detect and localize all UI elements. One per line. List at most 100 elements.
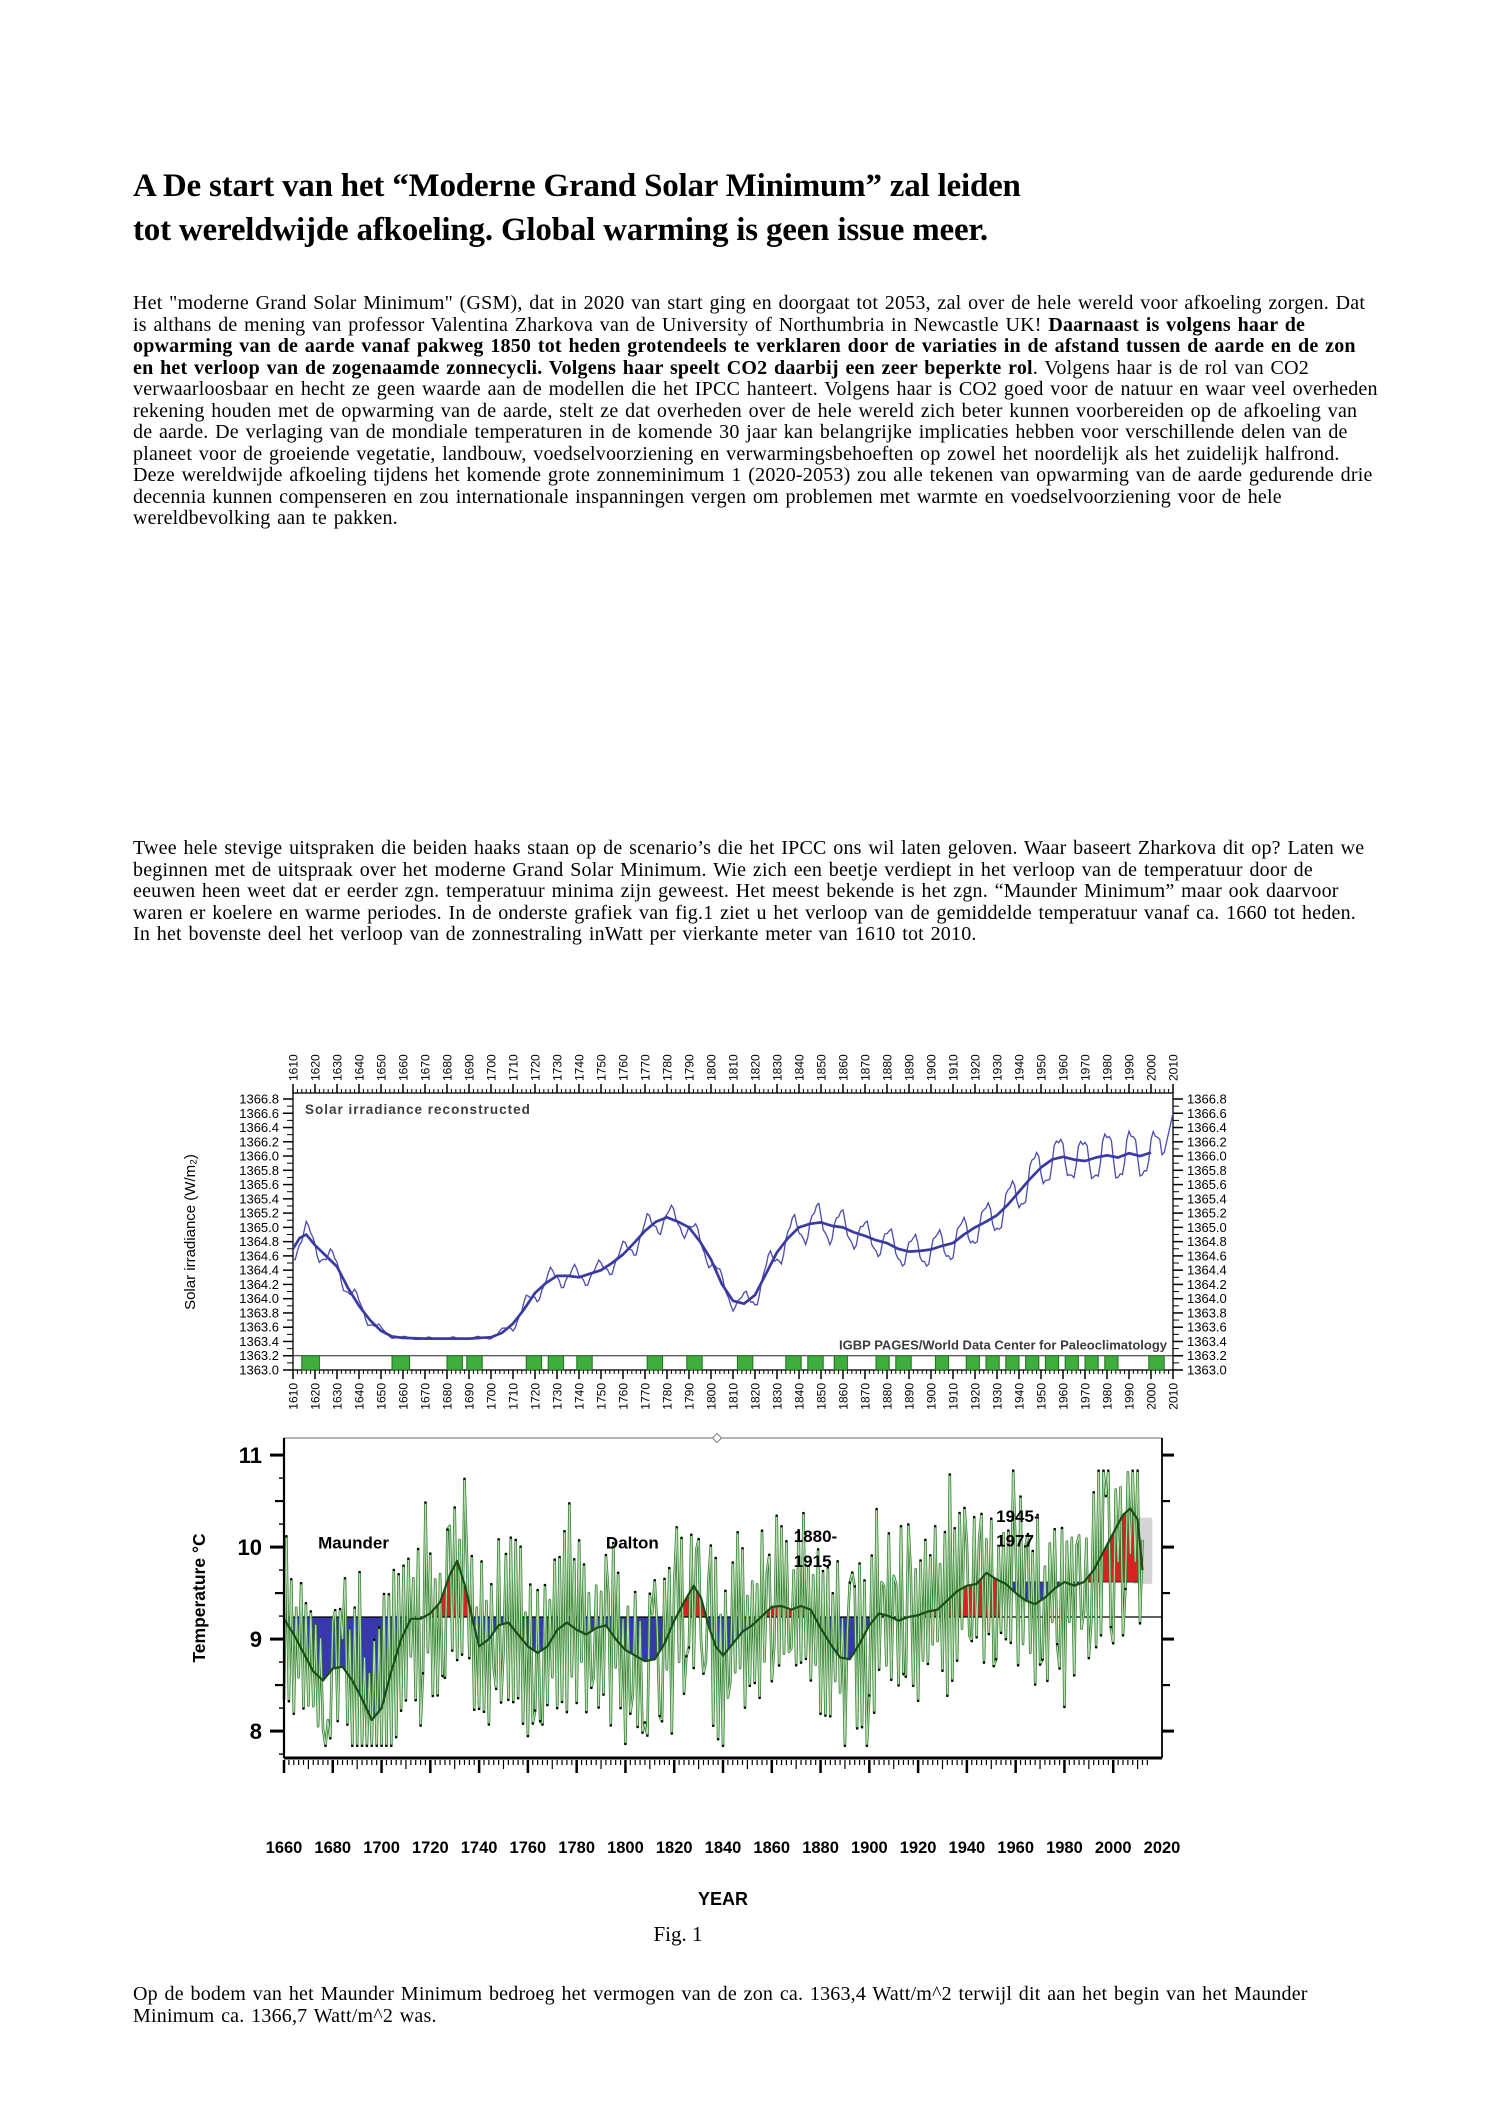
x-axis-label: 1910 <box>947 1054 961 1081</box>
y-axis-label: 1363.2 <box>239 1348 279 1363</box>
x-axis-label: 1950 <box>1035 1383 1049 1410</box>
x-axis-label: 1940 <box>1013 1054 1027 1081</box>
x-axis-title: YEAR <box>698 1889 748 1909</box>
x-axis-label: 1660 <box>266 1839 303 1857</box>
annotation-label: Dalton <box>606 1533 659 1552</box>
x-axis-label: 1760 <box>617 1383 631 1410</box>
x-axis-label: 1690 <box>463 1383 477 1410</box>
y-axis-label: 1364.0 <box>1187 1291 1227 1306</box>
paragraph-intro-normal1: Het "moderne Grand Solar Minimum" (GSM),… <box>133 292 1366 336</box>
chart-credit: IGBP PAGES/World Data Center for Paleocl… <box>839 1338 1168 1353</box>
annotation-label: 1880- <box>794 1527 837 1546</box>
x-axis-label: 1760 <box>510 1839 547 1857</box>
x-axis-label: 1940 <box>1013 1383 1027 1410</box>
y-axis-label: 1363.8 <box>239 1305 279 1320</box>
paragraph-intro-bold: Daarnaast is volgens haar de opwarming v… <box>133 313 1356 379</box>
event-block <box>1064 1355 1079 1371</box>
x-axis-label: 1710 <box>507 1054 521 1081</box>
x-axis-label: 1790 <box>683 1383 697 1410</box>
x-axis-label: 2010 <box>1167 1383 1181 1410</box>
y-axis-label: 1365.6 <box>239 1177 279 1192</box>
x-axis-bottom: 1660 1680 1700 1720 1740 1760 1780 1800 1820 1840… <box>266 1760 1180 1857</box>
y-axis-label: 8 <box>250 1719 262 1744</box>
x-axis-label: 1650 <box>375 1383 389 1410</box>
x-axis-label: 1680 <box>441 1054 455 1081</box>
x-axis-label: 1920 <box>900 1839 937 1857</box>
event-block <box>525 1355 543 1371</box>
y-axis-label: 1364.4 <box>1187 1263 1227 1278</box>
y-axis-label: 1364.0 <box>239 1291 279 1306</box>
event-block <box>576 1355 593 1371</box>
y-axis-label: 1365.0 <box>1187 1220 1227 1235</box>
x-axis-label: 1830 <box>771 1383 785 1410</box>
x-axis-label: 1810 <box>727 1383 741 1410</box>
x-axis-label: 1860 <box>837 1054 851 1081</box>
x-axis-label: 1850 <box>815 1383 829 1410</box>
x-axis-label: 1990 <box>1123 1383 1137 1410</box>
x-axis-label: 1740 <box>573 1054 587 1081</box>
x-axis-label: 1650 <box>375 1054 389 1081</box>
x-axis-label: 1670 <box>419 1383 433 1410</box>
event-block <box>1104 1355 1119 1371</box>
x-axis-label: 1680 <box>441 1383 455 1410</box>
x-axis-label: 1940 <box>949 1839 986 1857</box>
chart-title: Solar irradiance reconstructed <box>305 1102 531 1117</box>
x-axis-label: 1960 <box>1057 1054 1071 1081</box>
x-axis-label: 1770 <box>639 1383 653 1410</box>
x-axis-label: 1800 <box>705 1054 719 1081</box>
y-axis-label: 1363.4 <box>239 1334 279 1349</box>
y-axis-label: 1366.8 <box>1187 1092 1227 1107</box>
x-axis-label: 1640 <box>353 1383 367 1410</box>
x-axis-label: 1750 <box>595 1054 609 1081</box>
y-axis-label: 1365.4 <box>1187 1191 1227 1206</box>
event-block <box>895 1355 912 1371</box>
x-axis-label: 1980 <box>1046 1839 1083 1857</box>
x-axis-label: 1800 <box>607 1839 644 1857</box>
x-axis-label: 1630 <box>331 1383 345 1410</box>
x-axis-label: 1970 <box>1079 1383 1093 1410</box>
x-axis-label: 1880 <box>802 1839 839 1857</box>
x-axis-label: 1870 <box>859 1383 873 1410</box>
x-axis-label: 1930 <box>991 1383 1005 1410</box>
x-axis-label: 1700 <box>485 1054 499 1081</box>
x-axis-label: 1840 <box>793 1054 807 1081</box>
y-axis-label: 1366.4 <box>1187 1120 1227 1135</box>
y-axis-label: 1365.6 <box>1187 1177 1227 1192</box>
event-block <box>934 1355 950 1371</box>
y-axis-title: Solar irradiance (W/m₂) <box>182 1154 199 1310</box>
x-axis-label: 2000 <box>1145 1383 1159 1410</box>
y-axis-label: 1366.2 <box>239 1134 279 1149</box>
x-axis-label: 1840 <box>793 1383 807 1410</box>
x-axis-label: 2000 <box>1095 1839 1132 1857</box>
event-block <box>466 1355 483 1371</box>
event-block <box>1025 1355 1040 1371</box>
x-axis-label: 1740 <box>461 1839 498 1857</box>
event-block <box>736 1355 754 1371</box>
warm-anomaly-fill <box>1001 1508 1143 1582</box>
plot-frame <box>292 1092 1174 1371</box>
x-axis-label: 1730 <box>551 1054 565 1081</box>
figure-caption: Fig. 1 <box>653 1922 703 1946</box>
event-block <box>985 1355 1000 1371</box>
annotation-label: 1945- <box>996 1507 1039 1526</box>
x-axis-label: 1840 <box>705 1839 742 1857</box>
event-block <box>785 1355 802 1371</box>
irradiance-smoothed-line <box>291 1151 1152 1340</box>
x-axis-label: 1620 <box>309 1054 323 1081</box>
x-axis-label: 1960 <box>1057 1383 1071 1410</box>
paragraph-discussion: Twee hele stevige uitspraken die beiden … <box>133 837 1365 945</box>
x-axis-label: 1860 <box>753 1839 790 1857</box>
event-block <box>391 1355 411 1371</box>
x-axis-label: 1980 <box>1101 1054 1115 1081</box>
x-axis-label: 1630 <box>331 1054 345 1081</box>
x-axis-label: 1790 <box>683 1054 697 1081</box>
x-axis-label: 1780 <box>558 1839 595 1857</box>
x-axis-label: 2000 <box>1145 1054 1159 1081</box>
annotation-label: 1977 <box>996 1532 1034 1551</box>
x-axis-label: 1740 <box>573 1383 587 1410</box>
y-axis-label: 1366.2 <box>1187 1134 1227 1149</box>
x-axis-label: 2010 <box>1167 1054 1181 1081</box>
x-axis-label: 1960 <box>997 1839 1034 1857</box>
y-axis-left: 8 9 10 11 <box>238 1443 1174 1755</box>
